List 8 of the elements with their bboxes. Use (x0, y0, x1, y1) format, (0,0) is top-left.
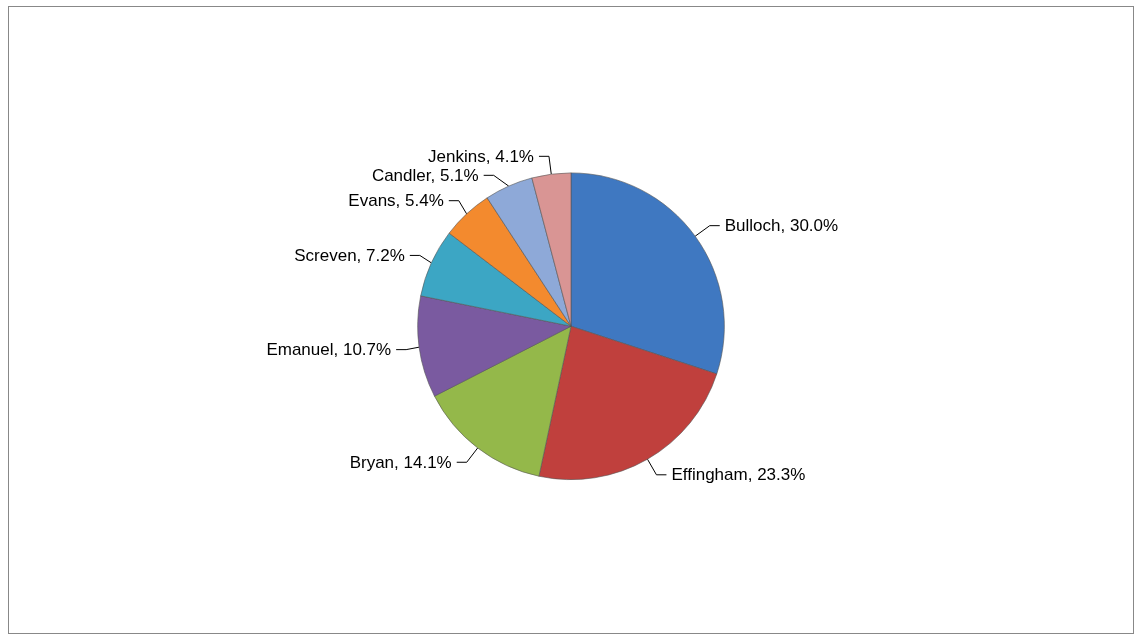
slice-label: Candler, 5.1% (371, 165, 479, 185)
slice-label: Screven, 7.2% (294, 245, 405, 265)
slice-label: Effingham, 23.3% (671, 465, 806, 485)
slice-label: Bulloch, 30.0% (724, 216, 839, 236)
slice-label: Evans, 5.4% (348, 191, 444, 211)
slice-label: Bryan, 14.1% (349, 452, 452, 472)
slice-label: Emanuel, 10.7% (266, 340, 392, 360)
slice-label: Jenkins, 4.1% (428, 146, 534, 166)
